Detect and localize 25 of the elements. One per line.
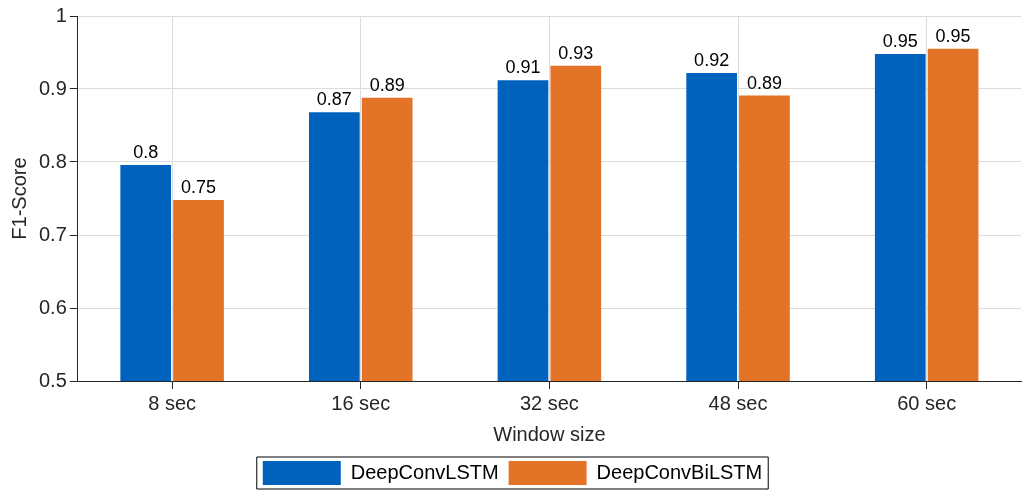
- data-label: 0.75: [181, 176, 217, 197]
- data-label: 0.8: [133, 141, 159, 162]
- legend-label: DeepConvBiLSTM: [596, 460, 763, 483]
- data-label: 0.93: [558, 42, 594, 63]
- y-tick-label: 0.5: [38, 368, 67, 391]
- y-tick-label: 0.8: [38, 149, 67, 172]
- data-label: 0.92: [694, 49, 730, 70]
- x-axis-title: Window size: [493, 422, 606, 445]
- x-tick-label: 48 sec: [708, 391, 768, 414]
- data-label: 0.91: [505, 57, 541, 78]
- y-tick-label: 0.7: [38, 222, 67, 245]
- data-label: 0.89: [369, 74, 405, 95]
- x-tick-label: 60 sec: [897, 391, 957, 414]
- data-label: 0.89: [746, 72, 782, 93]
- x-tick-label: 8 sec: [148, 391, 197, 414]
- y-axis-title: F1-Score: [7, 157, 30, 240]
- y-tick-label: 0.6: [38, 295, 67, 318]
- y-tick-label: 0.9: [38, 76, 67, 99]
- data-label: 0.87: [316, 89, 352, 110]
- legend-label: DeepConvLSTM: [350, 460, 499, 483]
- x-tick-label: 32 sec: [519, 391, 579, 414]
- data-label: 0.95: [882, 30, 918, 51]
- x-tick-label: 16 sec: [331, 391, 391, 414]
- data-label: 0.95: [935, 25, 971, 46]
- y-tick-label: 1: [55, 3, 67, 26]
